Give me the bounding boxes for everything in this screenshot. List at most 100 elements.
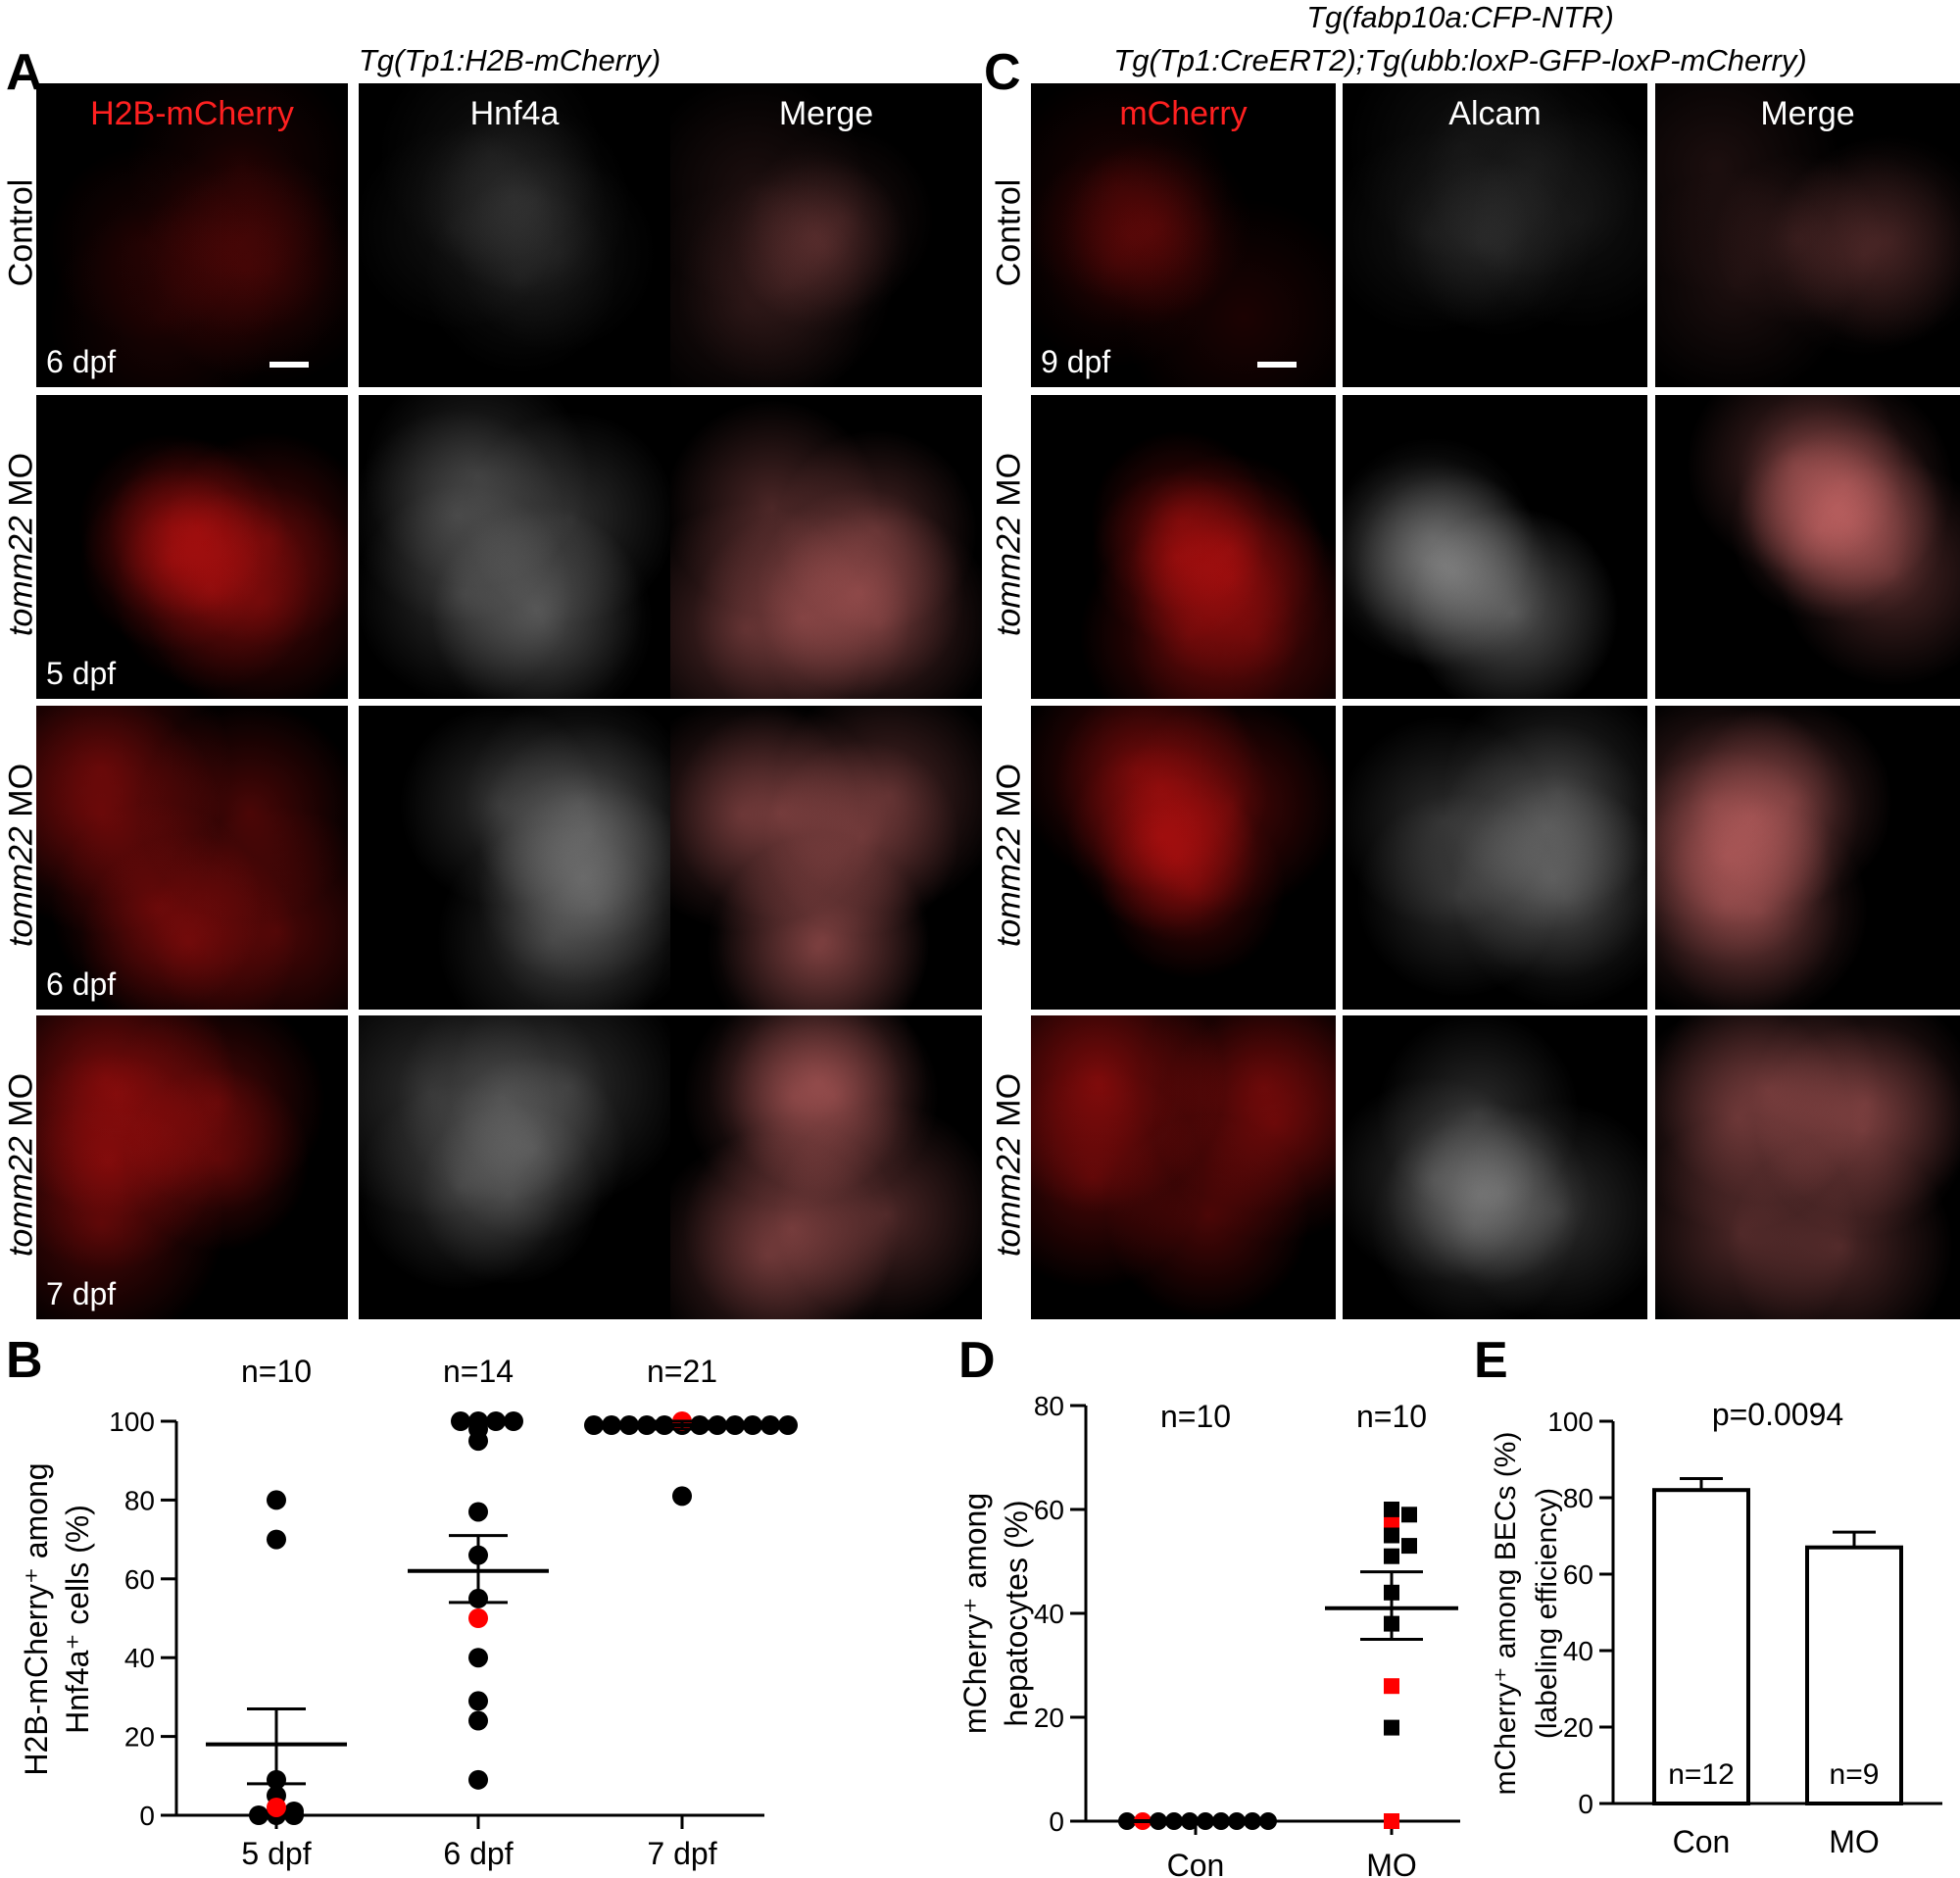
panel-e-bar-chart: 0 20 40 60 80 100 n=12 Con n=9 MO p=0.0094 mCherry⁺…: [1490, 1397, 1942, 1859]
stage-label: 5 dpf: [46, 656, 117, 691]
panel-b-scatter-chart: 0 20 40 60 80 100 5 dpf n=10 6 dpf n=14 7 dpf n=21 H…: [19, 1354, 798, 1871]
data-point: [778, 1415, 798, 1436]
micrograph-mcherry: [1031, 1015, 1336, 1319]
panel-label-b: B: [6, 1332, 43, 1389]
bar: [1652, 1488, 1750, 1805]
micrograph-merge: [1655, 706, 1960, 1010]
row-label: tomm22 MO: [991, 1013, 1029, 1317]
micrograph-alcam: [1343, 706, 1647, 1010]
y-tick-label: 0: [1049, 1806, 1064, 1837]
y-axis-label: mCherry⁺ among BECs (%) (labeling efficie…: [1490, 1432, 1563, 1796]
column-title-merge: Merge: [1760, 95, 1855, 132]
y-label-line2: Hnf4a⁺ cells (%): [60, 1505, 95, 1734]
x-tick-label: MO: [1366, 1848, 1417, 1878]
micrograph-h2b-mcherry: [36, 1015, 348, 1319]
micrograph-merge: [1655, 83, 1960, 387]
x-tick-label: 6 dpf: [443, 1836, 513, 1871]
row-condition: MO: [2, 1072, 40, 1137]
scale-bar: [1257, 362, 1297, 368]
micrograph-hnf4a: [359, 1015, 670, 1319]
data-point: [1384, 1548, 1399, 1564]
data-point: [1384, 1813, 1399, 1829]
y-label-line2: (labeling efficiency): [1531, 1488, 1563, 1739]
micrograph-merge: [1655, 395, 1960, 699]
data-point: [468, 1431, 488, 1452]
row-condition: MO: [2, 763, 40, 827]
row-label: Control: [3, 81, 41, 385]
micrograph-hnf4a: [359, 83, 670, 387]
n-label: n=9: [1830, 1758, 1880, 1791]
micrograph-alcam: [1343, 395, 1647, 699]
data-point: [1259, 1812, 1277, 1830]
n-label: n=14: [443, 1354, 514, 1389]
row-condition: Control: [2, 178, 40, 287]
panel-label-d: D: [958, 1332, 996, 1389]
y-label-line1: mCherry⁺ among BECs (%): [1490, 1432, 1522, 1796]
row-condition: MO: [990, 1072, 1028, 1137]
x-tick-label: 5 dpf: [241, 1836, 311, 1871]
y-tick-label: 80: [124, 1485, 155, 1515]
data-point: [468, 1648, 488, 1668]
data-point: [672, 1486, 692, 1507]
n-label: n=21: [647, 1354, 717, 1389]
micrograph-merge: [670, 395, 982, 699]
y-tick-label: 100: [1547, 1407, 1593, 1437]
micrograph-h2b-mcherry: [36, 83, 348, 387]
data-point: [504, 1411, 523, 1431]
row-label: Control: [991, 81, 1029, 385]
column-title-merge: Merge: [778, 95, 874, 132]
gene-name: tomm22: [990, 516, 1028, 637]
data-point: [486, 1411, 506, 1431]
y-label-line2: hepatocytes (%): [999, 1500, 1034, 1726]
scale-bar: [270, 362, 309, 368]
p-value-annotation: p=0.0094: [1712, 1397, 1843, 1432]
panel-c-header-line2: Tg(Tp1:CreERT2);Tg(ubb:loxP-GFP-loxP-mCh…: [1113, 43, 1807, 77]
micrograph-alcam: [1343, 83, 1647, 387]
column-title-mcherry: mCherry: [1119, 95, 1248, 132]
micrograph-alcam: [1343, 1015, 1647, 1319]
panel-a-header: Tg(Tp1:H2B-mCherry): [358, 43, 662, 77]
row-label: tomm22 MO: [3, 1013, 41, 1317]
panel-c-header-line1: Tg(fabp10a:CFP-NTR): [1306, 0, 1614, 34]
data-point: [267, 1797, 286, 1817]
data-point: [1384, 1719, 1399, 1736]
data-point: [468, 1502, 488, 1522]
gene-name: tomm22: [990, 1136, 1028, 1258]
micrograph-merge: [670, 1015, 982, 1319]
n-label: n=10: [1356, 1399, 1427, 1434]
y-label-line1: H2B-mCherry⁺ among: [19, 1462, 54, 1775]
data-point: [1384, 1502, 1399, 1517]
row-condition: MO: [990, 763, 1028, 827]
micrograph-h2b-mcherry: [36, 706, 348, 1010]
data-point: [468, 1608, 488, 1628]
y-tick-label: 80: [1034, 1391, 1064, 1421]
row-label: tomm22 MO: [3, 704, 41, 1008]
stage-label: 7 dpf: [46, 1276, 117, 1311]
y-tick-label: 40: [1034, 1599, 1064, 1629]
gene-name: tomm22: [2, 1136, 40, 1258]
y-tick-label: 100: [109, 1407, 155, 1437]
panel-label-e: E: [1474, 1332, 1508, 1389]
micrograph-mcherry: [1031, 395, 1336, 699]
y-axis-label: mCherry⁺ among hepatocytes (%): [957, 1493, 1034, 1734]
data-point: [267, 1529, 286, 1550]
y-axis-label: H2B-mCherry⁺ among Hnf4a⁺ cells (%): [19, 1462, 95, 1775]
n-label: n=10: [1160, 1399, 1231, 1434]
data-point: [1384, 1527, 1399, 1544]
stage-label: 9 dpf: [1041, 344, 1111, 379]
row-label: tomm22 MO: [991, 393, 1029, 697]
n-label: n=10: [241, 1354, 312, 1389]
y-tick-label: 0: [1578, 1789, 1593, 1819]
micrograph-hnf4a: [359, 395, 670, 699]
y-tick-label: 20: [1563, 1712, 1593, 1743]
data-point: [468, 1769, 488, 1790]
gene-name: tomm22: [990, 826, 1028, 948]
data-point: [267, 1490, 286, 1510]
stage-label: 6 dpf: [46, 344, 117, 379]
gene-name: tomm22: [2, 826, 40, 948]
y-tick-label: 80: [1563, 1483, 1593, 1513]
y-tick-label: 0: [139, 1801, 155, 1831]
y-tick-label: 60: [1034, 1495, 1064, 1525]
data-point: [584, 1415, 604, 1436]
micrograph-h2b-mcherry: [36, 395, 348, 699]
